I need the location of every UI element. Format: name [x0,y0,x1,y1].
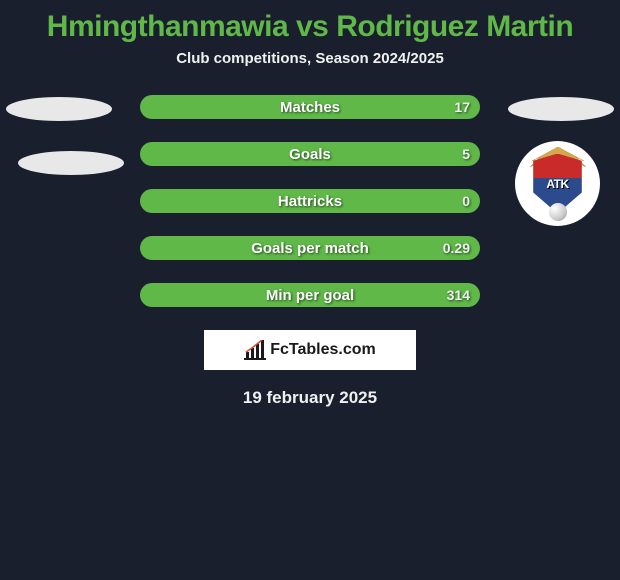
stat-label: Min per goal [266,287,354,304]
stat-row: Min per goal 314 [140,283,480,307]
stat-bars: Matches 17 Goals 5 Hattricks 0 Goals per… [140,95,480,307]
stat-value: 0.29 [443,240,470,256]
stat-value: 17 [454,99,470,115]
date-label: 19 february 2025 [10,388,610,408]
bar-chart-icon [244,340,266,360]
fctables-attribution[interactable]: FcTables.com [204,330,416,370]
player-slot-left-1 [6,97,112,121]
stat-label: Hattricks [278,193,342,210]
ball-icon [549,203,567,221]
fctables-logo: FcTables.com [244,340,376,360]
stat-label: Matches [280,99,340,116]
stats-area: ATK Matches 17 Goals 5 Hattricks [0,95,620,408]
stat-label: Goals [289,146,331,163]
stat-value: 0 [462,193,470,209]
player-slot-left-2 [18,151,124,175]
fctables-label: FcTables.com [270,341,376,359]
stat-bar: Matches 17 [140,95,480,119]
stat-row: Goals 5 [140,142,480,166]
stat-value: 314 [447,287,470,303]
stat-row: Goals per match 0.29 [140,236,480,260]
stat-bar: Goals 5 [140,142,480,166]
stat-row: Hattricks 0 [140,189,480,213]
page-title: Hmingthanmawia vs Rodriguez Martin [0,0,620,50]
stat-bar: Hattricks 0 [140,189,480,213]
stat-row: Matches 17 [140,95,480,119]
stat-bar: Goals per match 0.29 [140,236,480,260]
club-badge: ATK [515,141,600,226]
club-badge-inner: ATK [523,149,593,219]
player-slot-right-1 [508,97,614,121]
stat-bar: Min per goal 314 [140,283,480,307]
subtitle: Club competitions, Season 2024/2025 [0,50,620,95]
stat-label: Goals per match [251,240,369,257]
club-badge-text: ATK [546,177,568,191]
stat-value: 5 [462,146,470,162]
stats-infographic: Hmingthanmawia vs Rodriguez Martin Club … [0,0,620,408]
